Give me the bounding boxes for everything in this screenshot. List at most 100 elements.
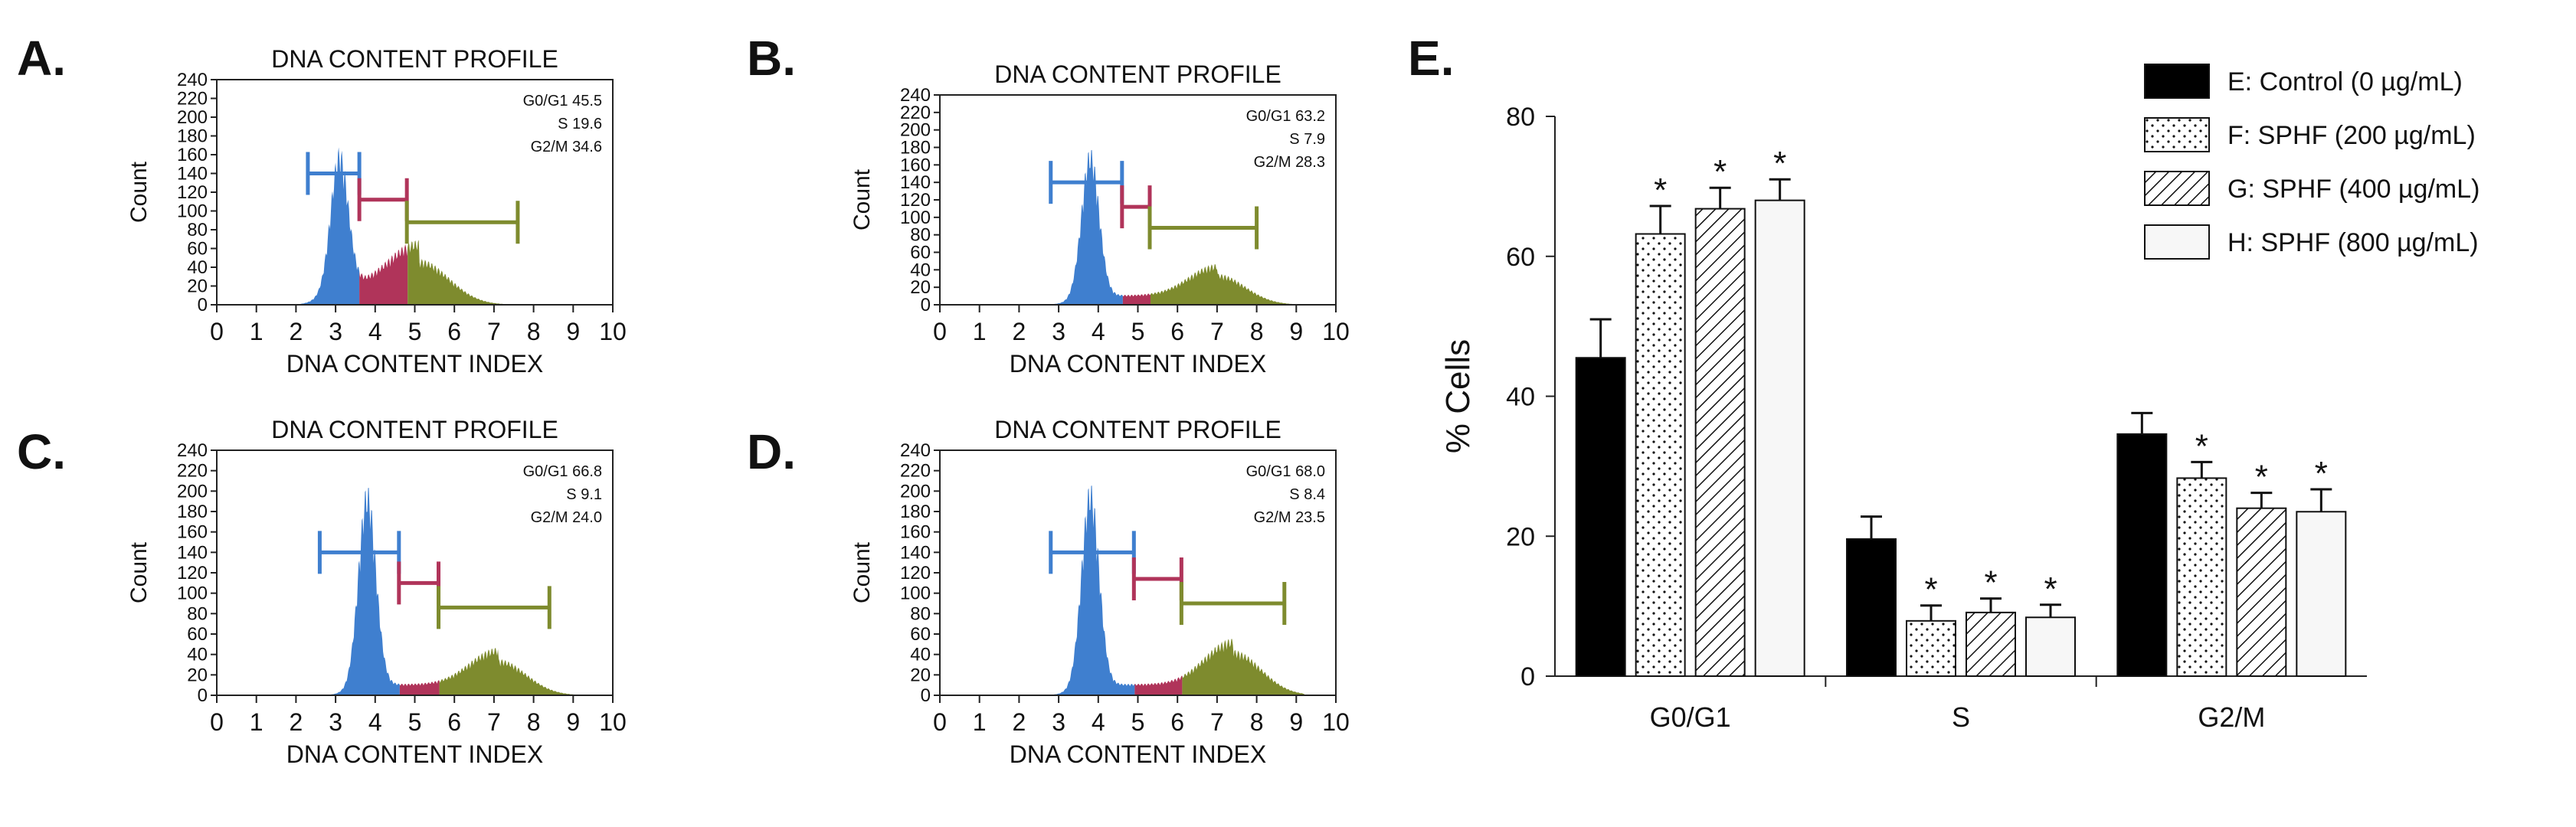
x-tick-label: 10 <box>599 708 627 736</box>
y-tick-label: 0 <box>1520 662 1535 691</box>
y-tick-label: 200 <box>177 107 208 128</box>
panel-a: A. DNA CONTENT PROFILE G0/G1 45.5 S 19.6 G2/… <box>17 31 627 378</box>
y-axis-label: Count <box>126 541 152 603</box>
s-gate <box>1131 557 1183 600</box>
y-tick-label: 140 <box>900 172 931 193</box>
histogram-area <box>1003 485 1135 695</box>
x-tick-label: 1 <box>250 318 263 345</box>
y-tick-label: 60 <box>1506 243 1535 272</box>
y-tick-label: 180 <box>177 502 208 522</box>
y-tick-label: 180 <box>177 126 208 147</box>
y-tick-label: 240 <box>900 440 931 461</box>
x-tick-label: 1 <box>973 708 987 736</box>
chart-title: DNA CONTENT PROFILE <box>271 45 558 73</box>
bar <box>2236 507 2287 678</box>
s-gate <box>1120 185 1152 229</box>
legend-label: G: SPHF (400 µg/mL) <box>2227 175 2479 204</box>
y-tick-label: 180 <box>900 502 931 522</box>
bar <box>1575 357 1626 677</box>
y-tick-label: 100 <box>900 583 931 604</box>
y-tick-label: 220 <box>900 103 931 123</box>
y-tick-label: 200 <box>900 120 931 141</box>
x-tick-label: 2 <box>290 708 303 736</box>
y-tick-label: 40 <box>187 257 208 278</box>
x-tick-label: 4 <box>1092 318 1105 345</box>
bar <box>2176 477 2227 677</box>
y-axis-label: Count <box>126 161 152 223</box>
panel-label: D. <box>747 424 796 479</box>
x-tick-label: 4 <box>368 318 382 345</box>
stats-text: S 8.4 <box>1289 486 1325 503</box>
y-tick-label: 160 <box>900 522 931 543</box>
legend-item: H: SPHF (800 µg/mL) <box>2144 224 2479 260</box>
x-tick-label: 6 <box>1170 318 1184 345</box>
y-tick-label: 40 <box>910 645 931 665</box>
x-tick-label: 6 <box>1170 708 1184 736</box>
stats-text: G0/G1 66.8 <box>523 463 602 480</box>
y-tick-label: 40 <box>187 645 208 665</box>
histogram-area <box>1151 264 1304 305</box>
y-tick-label: 0 <box>198 295 208 315</box>
histogram-area <box>408 240 581 305</box>
significance-mark: * <box>1773 145 1786 182</box>
y-tick-label: 20 <box>1506 522 1535 551</box>
histogram-area <box>359 244 408 305</box>
x-tick-label: 8 <box>1250 708 1264 736</box>
y-tick-label: 220 <box>900 461 931 482</box>
histogram-area <box>1182 639 1304 695</box>
x-tick-label: 5 <box>408 318 422 345</box>
significance-mark: * <box>2255 459 2268 496</box>
g1-gate <box>306 152 362 195</box>
y-tick-label: 80 <box>1506 103 1535 132</box>
y-tick-label: 160 <box>177 145 208 165</box>
x-tick-label: 10 <box>1322 318 1350 345</box>
x-tick-label: 5 <box>1131 708 1145 736</box>
panel-label: C. <box>17 424 66 479</box>
x-tick-label: 1 <box>973 318 987 345</box>
y-tick-label: 20 <box>910 665 931 685</box>
bar <box>1694 208 1746 677</box>
panel-b: B. DNA CONTENT PROFILE G0/G1 63.2 S 7.9 G2/M… <box>747 31 1350 378</box>
histogram-area <box>399 680 440 695</box>
y-tick-label: 80 <box>910 603 931 624</box>
plot-frame <box>939 94 1337 306</box>
chart-title: DNA CONTENT PROFILE <box>271 416 558 443</box>
s-gate <box>397 561 441 605</box>
panel-d: D. DNA CONTENT PROFILE G0/G1 68.0 S 8.4 G2/M… <box>747 416 1350 768</box>
x-tick-label: 3 <box>329 318 342 345</box>
bar <box>2116 433 2168 678</box>
panel-e: E. 0 20 40 60 80 % Cells G0/G1 * * * S * * * G2/M * * * E: … <box>1408 31 2479 733</box>
x-tick-label: 10 <box>599 318 627 345</box>
y-tick-label: 100 <box>177 583 208 604</box>
y-tick-label: 40 <box>1506 383 1535 412</box>
x-tick-label: 7 <box>1210 708 1224 736</box>
panel-label: B. <box>747 31 796 86</box>
x-tick-label: 5 <box>408 708 422 736</box>
x-tick-label: 5 <box>1131 318 1145 345</box>
legend-swatch <box>2144 224 2210 260</box>
x-tick-label: 2 <box>1013 318 1026 345</box>
x-tick-label: 3 <box>1052 708 1065 736</box>
x-tick-label: 9 <box>566 708 580 736</box>
x-tick-label: 4 <box>1092 708 1105 736</box>
significance-mark: * <box>2315 455 2328 492</box>
y-tick-label: 120 <box>900 563 931 583</box>
plot-frame <box>216 449 614 696</box>
stats-text: G2/M 34.6 <box>531 139 602 155</box>
y-tick-label: 120 <box>900 190 931 211</box>
stats-text: G0/G1 68.0 <box>1246 463 1325 480</box>
stats-text: S 19.6 <box>558 116 602 132</box>
y-tick-label: 120 <box>177 182 208 203</box>
y-tick-label: 0 <box>921 295 931 315</box>
x-tick-label: 9 <box>1289 318 1303 345</box>
x-axis-label: DNA CONTENT INDEX <box>286 350 543 378</box>
bar <box>2296 511 2347 677</box>
y-tick-label: 140 <box>177 164 208 185</box>
y-tick-label: 240 <box>900 85 931 106</box>
chart-title: DNA CONTENT PROFILE <box>994 60 1281 88</box>
y-tick-label: 0 <box>921 685 931 706</box>
y-tick-label: 200 <box>177 481 208 502</box>
x-tick-label: 8 <box>1250 318 1264 345</box>
g2m-gate <box>437 586 552 629</box>
g2m-gate <box>1147 206 1259 250</box>
